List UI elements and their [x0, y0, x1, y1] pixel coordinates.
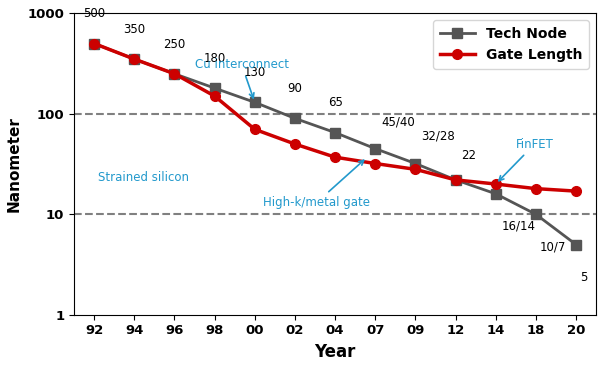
Line: Tech Node: Tech Node [90, 39, 581, 249]
Tech Node [452, 178, 459, 182]
Gate Length [332, 155, 339, 159]
Line: Gate Length: Gate Length [89, 39, 581, 196]
Gate Length [412, 167, 419, 171]
Text: 10/7: 10/7 [540, 240, 566, 254]
Text: Cu interconnect: Cu interconnect [195, 58, 289, 98]
Text: High-k/metal gate: High-k/metal gate [263, 160, 370, 209]
Gate Length [291, 142, 298, 146]
Text: 500: 500 [83, 7, 106, 20]
Text: 45/40: 45/40 [381, 115, 415, 128]
Text: 250: 250 [163, 38, 186, 51]
Tech Node [532, 212, 540, 216]
Tech Node [412, 161, 419, 166]
Gate Length [171, 72, 178, 76]
Gate Length [90, 41, 98, 46]
Tech Node [131, 57, 138, 61]
Tech Node [90, 41, 98, 46]
Gate Length [251, 127, 259, 131]
Gate Length [532, 187, 540, 191]
Text: FinFET: FinFET [499, 138, 554, 181]
Tech Node [291, 116, 298, 121]
Gate Length [211, 94, 218, 98]
Gate Length [492, 182, 499, 186]
Text: 180: 180 [203, 52, 226, 65]
Tech Node [251, 100, 259, 105]
Text: 16/14: 16/14 [502, 220, 535, 233]
Gate Length [572, 189, 579, 193]
Tech Node [371, 146, 379, 151]
Gate Length [371, 161, 379, 166]
Text: 65: 65 [327, 96, 343, 109]
Text: 90: 90 [288, 82, 302, 95]
Text: 5: 5 [580, 270, 587, 284]
Legend: Tech Node, Gate Length: Tech Node, Gate Length [433, 20, 589, 69]
Tech Node [211, 86, 218, 90]
Text: Strained silicon: Strained silicon [98, 171, 189, 184]
Tech Node [171, 72, 178, 76]
Gate Length [131, 57, 138, 61]
Gate Length [452, 178, 459, 182]
Text: 22: 22 [461, 149, 476, 162]
Y-axis label: Nanometer: Nanometer [7, 116, 22, 212]
Text: 130: 130 [244, 66, 266, 79]
Text: 32/28: 32/28 [421, 130, 455, 143]
Tech Node [572, 242, 579, 247]
Tech Node [492, 192, 499, 196]
X-axis label: Year: Year [314, 343, 356, 361]
Text: 350: 350 [123, 23, 145, 36]
Tech Node [332, 130, 339, 135]
